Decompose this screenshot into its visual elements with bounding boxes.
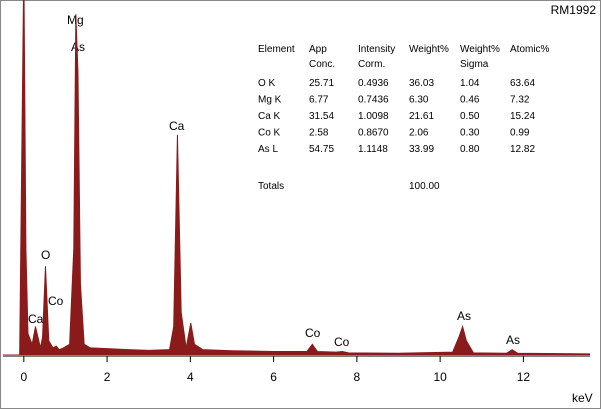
x-tick-label: 6 xyxy=(270,370,277,384)
x-tick-label: 8 xyxy=(354,370,361,384)
table-cell: 12.82 xyxy=(510,144,535,155)
table-cell: Ca K xyxy=(258,111,281,122)
x-axis-label: keV xyxy=(572,391,593,405)
peak-label: Co xyxy=(305,326,321,340)
table-header: Weight% xyxy=(460,44,500,55)
table-cell: 54.75 xyxy=(309,144,334,155)
table-cell: As L xyxy=(258,144,278,155)
totals-label: Totals xyxy=(258,181,284,192)
x-tick-label: 0 xyxy=(20,370,27,384)
table-cell: 0.46 xyxy=(460,95,480,106)
table-cell: O K xyxy=(258,78,276,89)
peak-label: As xyxy=(506,333,520,347)
results-table: Element App Intensity Weight% Weight% Atomic%… xyxy=(258,44,550,192)
table-cell: 25.71 xyxy=(309,78,334,89)
table-header: Element xyxy=(258,44,295,55)
table-cell: 63.64 xyxy=(510,78,535,89)
table-cell: 31.54 xyxy=(309,111,334,122)
x-tick-label: 2 xyxy=(104,370,111,384)
table-cell: 33.99 xyxy=(409,144,434,155)
totals-value: 100.00 xyxy=(409,181,440,192)
table-header: Atomic% xyxy=(510,44,550,55)
table-cell: 0.99 xyxy=(510,128,530,139)
table-header: Conc. xyxy=(309,59,335,70)
peak-label: Co xyxy=(48,294,64,308)
table-header: Sigma xyxy=(460,59,489,70)
table-cell: 7.32 xyxy=(510,95,530,106)
table-header: Weight% xyxy=(409,44,449,55)
peak-label: Ca xyxy=(28,312,44,326)
table-cell: 6.30 xyxy=(409,95,429,106)
table-cell: 36.03 xyxy=(409,78,434,89)
x-tick-label: 10 xyxy=(433,370,447,384)
corner-label: RM1992 xyxy=(551,3,597,17)
x-tick-label: 12 xyxy=(517,370,531,384)
table-header: App xyxy=(309,44,327,55)
table-header: Intensity xyxy=(358,44,395,55)
table-cell: 1.04 xyxy=(460,78,480,89)
table-cell: 1.0098 xyxy=(358,111,389,122)
table-cell: 6.77 xyxy=(309,95,329,106)
peak-label: Co xyxy=(334,335,350,349)
table-cell: 0.8670 xyxy=(358,128,389,139)
spectrum xyxy=(3,0,590,355)
table-header: Corm. xyxy=(358,59,385,70)
table-cell: Mg K xyxy=(258,95,282,106)
table-cell: Co K xyxy=(258,128,281,139)
peak-label: As xyxy=(457,309,471,323)
table-cell: 0.30 xyxy=(460,128,480,139)
peak-label: O xyxy=(41,248,50,262)
table-cell: 15.24 xyxy=(510,111,535,122)
table-cell: 21.61 xyxy=(409,111,434,122)
peak-label: Ca xyxy=(169,119,185,133)
table-cell: 0.4936 xyxy=(358,78,389,89)
table-cell: 0.7436 xyxy=(358,95,389,106)
table-cell: 0.50 xyxy=(460,111,480,122)
x-tick-label: 4 xyxy=(187,370,194,384)
peak-label: As xyxy=(71,40,85,54)
table-cell: 1.1148 xyxy=(358,144,388,155)
table-cell: 2.06 xyxy=(409,128,429,139)
table-cell: 0.80 xyxy=(460,144,480,155)
table-cell: 2.58 xyxy=(309,128,329,139)
